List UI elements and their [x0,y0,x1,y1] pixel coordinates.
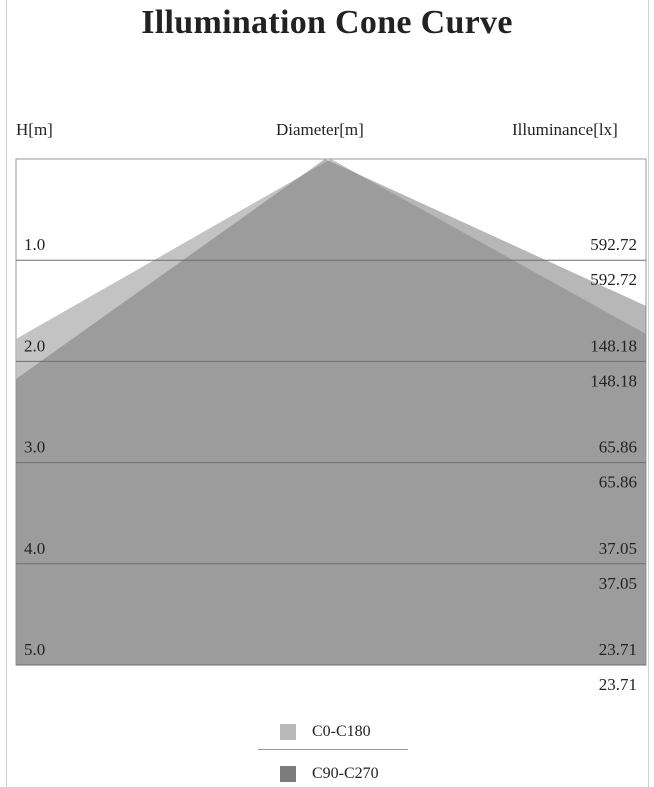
legend-swatch-c90-c270 [280,766,296,782]
chart-title: Illumination Cone Curve [141,4,513,41]
legend-item-c0-c180: C0-C180 [280,722,371,742]
right-frame-line [648,0,649,787]
legend-label-c0-c180: C0-C180 [312,723,371,740]
illuminance-label-c90-c270-1: 592.72 [590,270,637,289]
illuminance-label-c90-c270-3: 65.86 [599,473,637,492]
height-label-5: 5.0 [24,640,45,659]
legend-divider [258,749,408,750]
height-label-1: 1.0 [24,235,45,254]
illuminance-label-c90-c270-5: 23.71 [599,675,637,694]
illuminance-axis-label: Illuminance[lx] [512,120,618,139]
illuminance-label-c0-c180-4: 37.05 [599,539,637,558]
illuminance-label-c90-c270-2: 148.18 [590,371,637,390]
cone-area-c90-c270 [16,159,646,665]
illuminance-label-c0-c180-5: 23.71 [599,640,637,659]
legend-label-c90-c270: C90-C270 [312,765,379,782]
illuminance-label-c0-c180-3: 65.86 [599,438,637,457]
illuminance-label-c0-c180-2: 148.18 [590,336,637,355]
illuminance-label-c0-c180-1: 592.72 [590,235,637,254]
left-frame-line [6,0,7,787]
legend-swatch-c0-c180 [280,724,296,740]
legend-item-c90-c270: C90-C270 [280,764,379,784]
height-axis-label: H[m] [16,120,53,139]
diameter-axis-label: Diameter[m] [276,120,364,139]
illuminance-label-c90-c270-4: 37.05 [599,574,637,593]
height-label-2: 2.0 [24,336,45,355]
height-label-4: 4.0 [24,539,45,558]
height-label-3: 3.0 [24,438,45,457]
